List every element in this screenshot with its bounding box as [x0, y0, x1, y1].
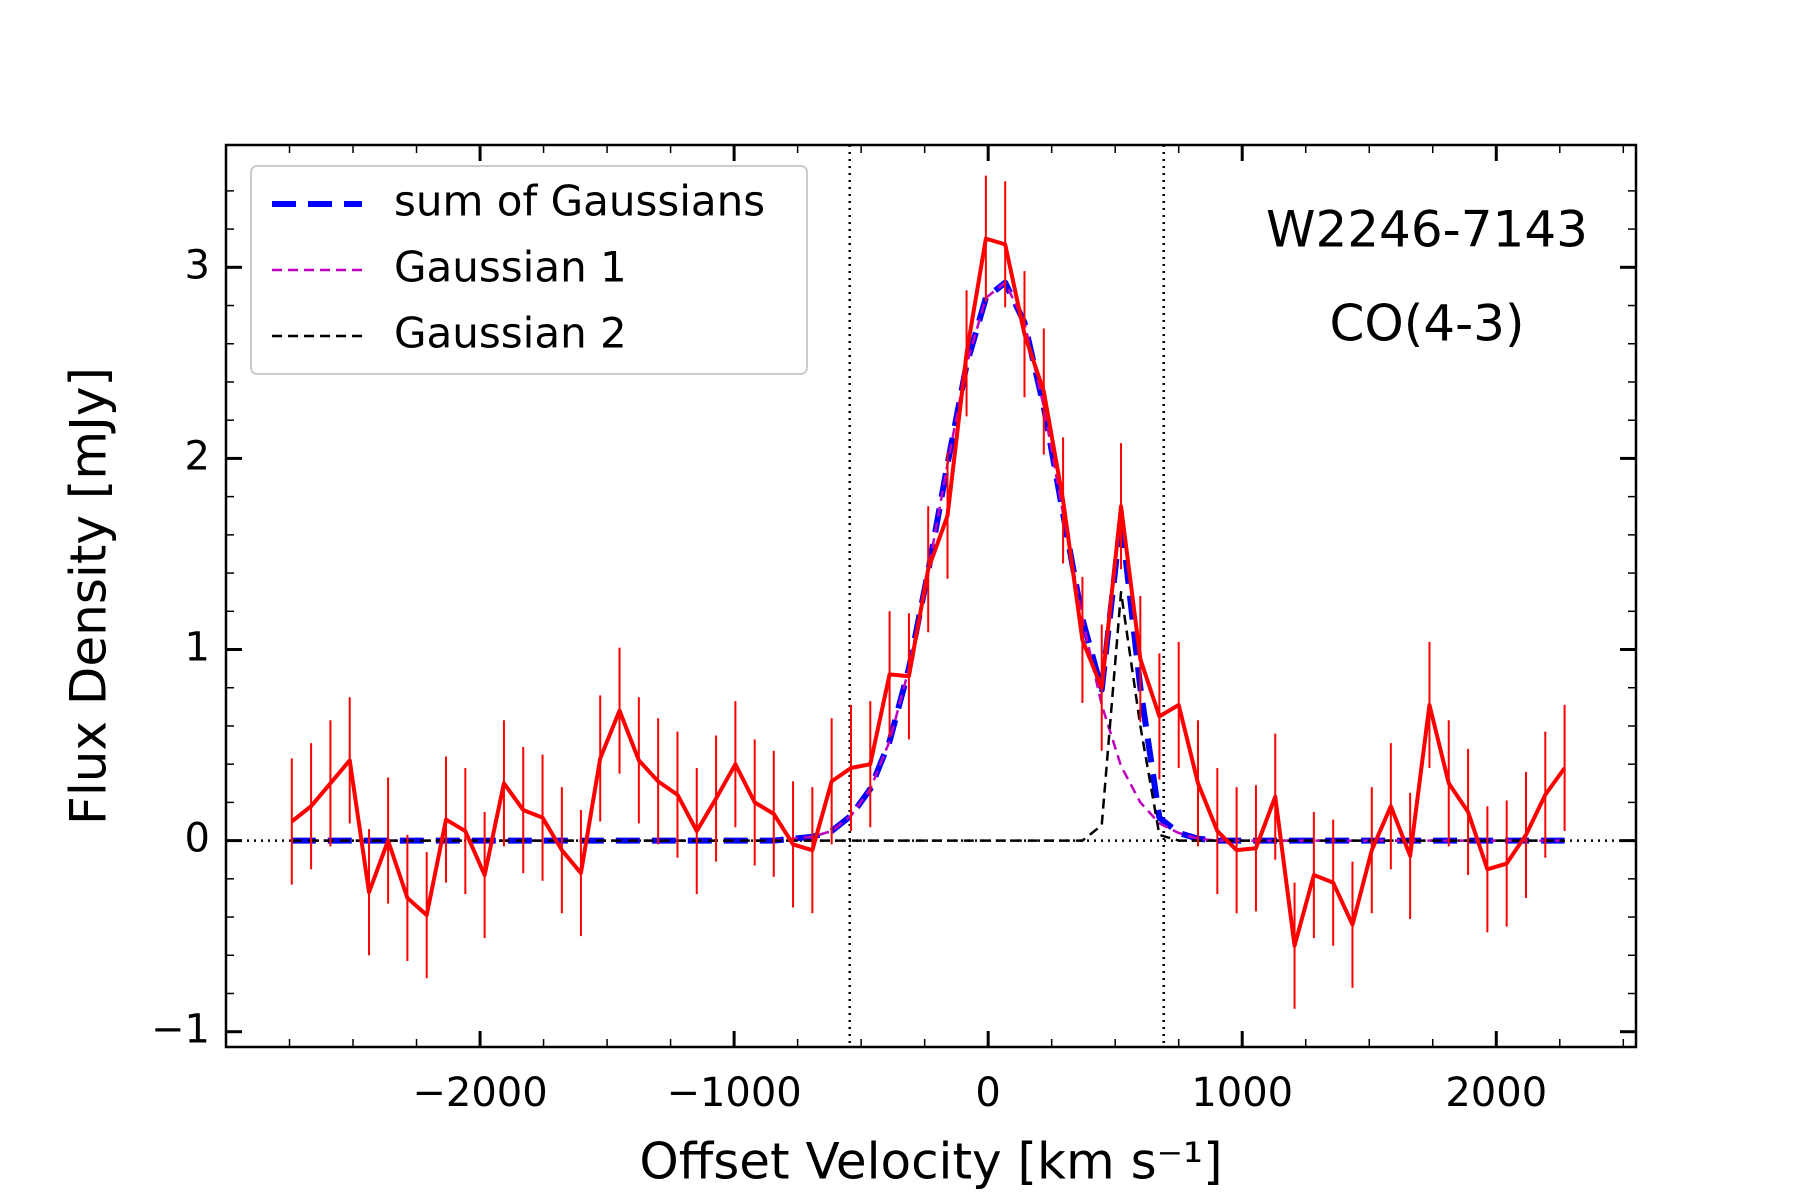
x-tick-label: 1000 — [1191, 1070, 1293, 1116]
y-axis-label: Flux Density [mJy] — [60, 367, 118, 825]
annotation: W2246-7143 — [1266, 201, 1588, 259]
data-line — [290, 236, 1567, 948]
y-tick-label: 2 — [185, 433, 210, 479]
y-tick-label: 3 — [185, 242, 210, 288]
x-tick-label: −2000 — [412, 1070, 547, 1116]
y-tick-label: 0 — [185, 816, 210, 862]
x-tick-label: −1000 — [666, 1070, 801, 1116]
y-tick-label: 1 — [185, 625, 210, 671]
legend-label: Gaussian 1 — [394, 243, 627, 292]
legend-label: sum of Gaussians — [394, 177, 765, 226]
x-tick-label: 0 — [975, 1070, 1000, 1116]
legend-box — [250, 165, 808, 375]
y-tick-label: −1 — [151, 1007, 210, 1053]
annotation: CO(4-3) — [1330, 295, 1525, 353]
legend-label: Gaussian 2 — [394, 309, 627, 358]
x-axis-label: Offset Velocity [km s⁻¹] — [639, 1133, 1222, 1191]
plot-frame — [224, 143, 1638, 1049]
x-tick-label: 2000 — [1445, 1070, 1547, 1116]
